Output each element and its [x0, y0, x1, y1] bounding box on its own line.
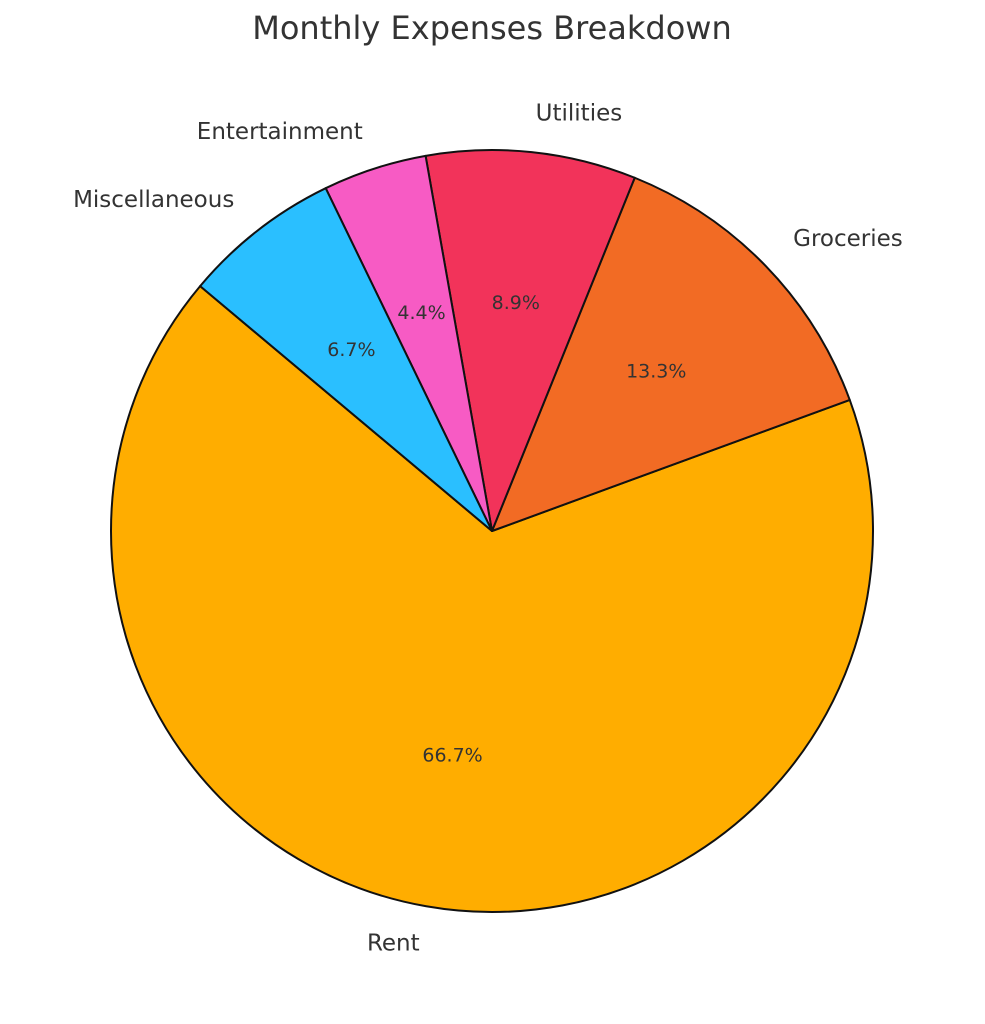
- slice-label: Groceries: [793, 226, 903, 252]
- pie-slice: [491, 176, 851, 532]
- percent-label: 66.7%: [422, 745, 482, 767]
- percent-label: 8.9%: [492, 292, 540, 314]
- pie-slice: [424, 149, 636, 532]
- slice-label: Entertainment: [197, 119, 363, 145]
- percent-label: 6.7%: [327, 339, 375, 361]
- pie-slice: [110, 285, 874, 913]
- percent-label: 4.4%: [397, 302, 445, 324]
- percent-label: 13.3%: [626, 361, 686, 383]
- slice-label: Rent: [367, 930, 420, 956]
- slice-label: Miscellaneous: [73, 187, 234, 213]
- chart-title: Monthly Expenses Breakdown: [252, 9, 732, 47]
- pie-slice: [199, 187, 493, 532]
- slice-label: Utilities: [536, 101, 623, 127]
